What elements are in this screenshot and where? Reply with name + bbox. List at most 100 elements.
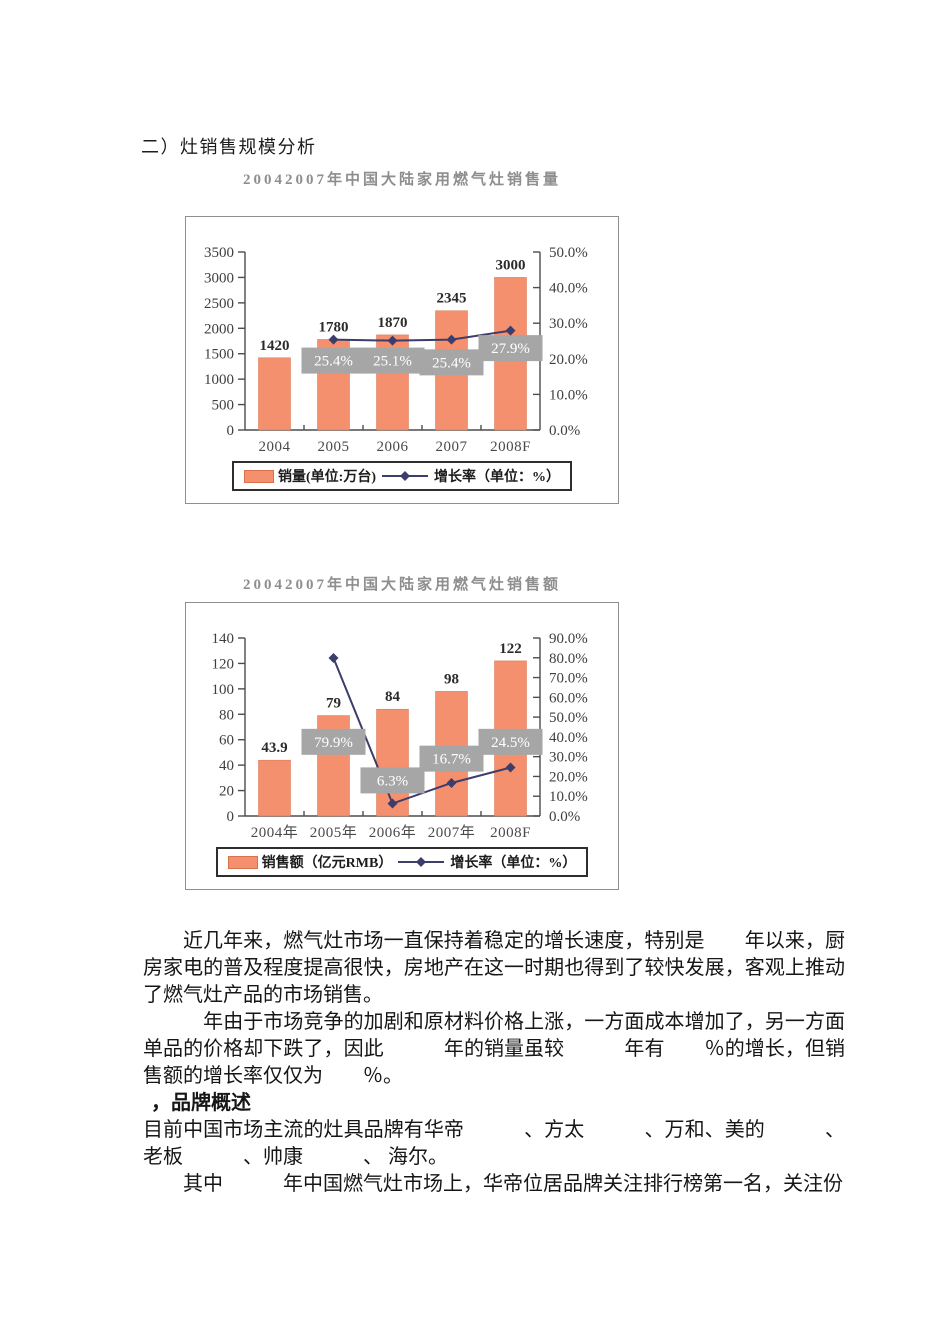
sales-volume-chart: 3500 3000 2500 2000 1500 1000 500 0 50.0% 40.0% 30… [185, 216, 619, 504]
legend-bar-swatch [244, 469, 274, 483]
x-axis-label: 2008F [490, 439, 531, 455]
growth-marker [505, 762, 516, 773]
x-axis-label: 2008F [490, 825, 531, 841]
y-axis-tick-label: 140 [212, 631, 235, 647]
growth-rate-label-box [419, 745, 484, 772]
x-axis-label: 2005 [318, 439, 350, 455]
y-axis-tick-label: 0 [227, 809, 235, 825]
y-axis-tick-label: 3500 [204, 245, 234, 261]
bar-value-label: 122 [499, 641, 522, 657]
chart1-legend: 销量(单位:万台) 增长率（单位：%） [232, 461, 572, 491]
sales-volume-plot: 3500 3000 2500 2000 1500 1000 500 0 50.0% 40.0% 30… [204, 245, 588, 455]
x-axis-label: 2006 [377, 439, 409, 455]
y-axis-tick-label: 20 [219, 784, 234, 800]
growth-rate-label-box [360, 347, 425, 374]
chart2-title: 20042007年中国大陆家用燃气灶销售额 [242, 577, 561, 593]
bar-value-label: 3000 [496, 257, 526, 273]
growth-rate-label-box [478, 335, 543, 362]
y-axis-tick-label: 500 [212, 398, 235, 414]
y2-axis-tick-label: 10.0% [549, 789, 588, 805]
legend-bar-label: 销售额（亿元RMB） [261, 856, 393, 871]
y-axis-tick-label: 80 [219, 707, 234, 723]
growth-rate-label: 79.9% [314, 735, 353, 751]
y-axis-tick-label: 3000 [204, 270, 234, 286]
y-axis-tick-label: 40 [219, 758, 234, 774]
bar-value-label: 1870 [378, 315, 408, 331]
growth-rate-label: 25.4% [432, 355, 471, 371]
growth-rate-label-box [478, 728, 543, 755]
y-axis-tick-label: 0 [227, 423, 235, 439]
growth-rate-label: 25.4% [314, 354, 353, 370]
y2-axis-tick-label: 10.0% [549, 387, 588, 403]
growth-marker [446, 334, 457, 345]
x-axis-label: 2004 [259, 439, 291, 455]
y2-axis-tick-label: 40.0% [549, 730, 588, 746]
growth-marker [446, 777, 457, 788]
legend-bar-swatch [227, 855, 258, 869]
y2-axis-tick-label: 20.0% [549, 352, 588, 368]
paragraph-vatti-rank: 其中 年中国燃气灶市场上，华帝位居品牌关注排行榜第一名，关注份 [143, 1173, 843, 1195]
y2-axis-tick-label: 50.0% [549, 245, 588, 261]
y2-axis-tick-label: 0.0% [549, 809, 580, 825]
chart2-legend: 销售额（亿元RMB） 增长率（单位：%） [215, 847, 589, 877]
growth-rate-label-box [419, 349, 484, 376]
growth-marker [387, 335, 398, 346]
y2-axis-tick-label: 50.0% [549, 710, 588, 726]
paragraph-competition: 年由于市场竞争的加剧和原材料价格上涨，一方面成本增加了，另一方面单品的价格却下跌… [143, 1011, 845, 1087]
section-heading: 二）灶销售规模分析 [141, 137, 317, 157]
sales-value-chart: 140 120 100 80 60 40 20 0 90.0% 80.0% 70.0% 60.0% 50… [185, 602, 619, 890]
growth-rate-label-box [301, 728, 366, 755]
legend-line-label: 增长率（单位：%） [450, 856, 577, 871]
body-text: 近几年来，燃气灶市场一直保持着稳定的增长速度，特别是 年以来，厨房家电的普及程度… [143, 928, 845, 1198]
sales-value-plot: 140 120 100 80 60 40 20 0 90.0% 80.0% 70.0% 60.0% 50… [212, 631, 588, 841]
x-axis-label: 2007年 [428, 824, 476, 841]
legend-bar-label: 销量(单位:万台) [278, 470, 376, 485]
y2-axis-tick-label: 30.0% [549, 316, 588, 332]
y2-axis-tick-label: 40.0% [549, 281, 588, 297]
y-axis-tick-label: 120 [212, 656, 235, 672]
y2-axis-tick-label: 80.0% [549, 651, 588, 667]
bar [258, 759, 291, 817]
growth-marker [505, 325, 516, 336]
growth-rate-label: 16.7% [432, 752, 471, 768]
growth-marker [387, 798, 398, 809]
chart1-title: 20042007年中国大陆家用燃气灶销售量 [242, 172, 561, 188]
bar-value-label: 2345 [437, 291, 467, 307]
y2-axis-tick-label: 0.0% [549, 423, 580, 439]
legend-line-label: 增长率（单位：%） [434, 470, 560, 485]
growth-rate-label: 27.9% [491, 341, 530, 357]
bar-value-label: 1780 [319, 319, 349, 335]
y2-axis-tick-label: 20.0% [549, 769, 588, 785]
bar-value-label: 84 [385, 689, 401, 705]
bar-value-label: 98 [444, 671, 459, 687]
brand-overview-heading: ，品牌概述 [151, 1092, 251, 1114]
paragraph-brands: 目前中国市场主流的灶具品牌有华帝 、方太 、万和、美的 、老板 、帅康 、 海尔… [143, 1119, 845, 1168]
y2-axis-tick-label: 30.0% [549, 750, 588, 766]
growth-marker [328, 334, 339, 345]
growth-rate-label-box [360, 767, 425, 794]
y-axis-tick-label: 60 [219, 733, 234, 749]
legend-line-swatch [398, 857, 445, 867]
y2-axis-tick-label: 60.0% [549, 690, 588, 706]
x-axis-label: 2007 [436, 439, 468, 455]
bar-value-label: 43.9 [261, 740, 287, 756]
bar [258, 357, 291, 431]
bar-value-label: 1420 [260, 338, 290, 354]
paragraph-market-growth: 近几年来，燃气灶市场一直保持着稳定的增长速度，特别是 年以来，厨房家电的普及程度… [143, 930, 845, 1006]
y-axis-tick-label: 100 [212, 682, 235, 698]
growth-rate-label: 6.3% [377, 773, 408, 789]
x-axis-label: 2005年 [310, 824, 358, 841]
y-axis-tick-label: 1500 [204, 347, 234, 363]
growth-rate-label: 25.1% [373, 354, 412, 370]
growth-rate-label: 24.5% [491, 735, 530, 751]
y-axis-tick-label: 1000 [204, 372, 234, 388]
legend-line-swatch [382, 471, 428, 481]
bar [376, 708, 409, 817]
bar-value-label: 79 [326, 696, 341, 712]
growth-marker [328, 652, 339, 663]
y-axis-tick-label: 2500 [204, 296, 234, 312]
y2-axis-tick-label: 70.0% [549, 671, 588, 687]
y-axis-tick-label: 2000 [204, 321, 234, 337]
x-axis-label: 2006年 [369, 824, 417, 841]
